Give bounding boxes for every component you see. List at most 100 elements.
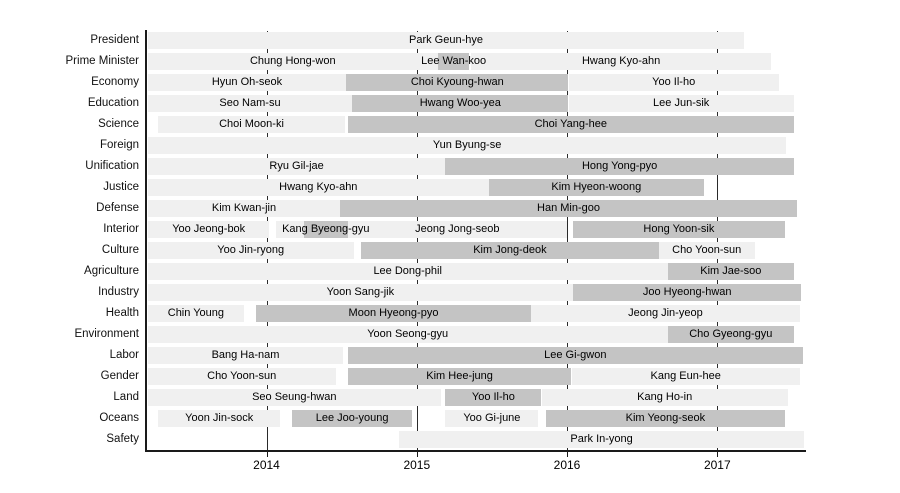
minister-name: Lee Jun-sik — [653, 96, 710, 109]
x-tick-label: 2016 — [553, 458, 581, 472]
timeline-bar — [571, 368, 800, 386]
minister-name: Cho Yoon-sun — [207, 370, 277, 383]
minister-name: Kang Eun-hee — [650, 370, 721, 383]
timeline-bar — [147, 263, 668, 281]
timeline-bar — [304, 220, 348, 238]
timeline-bar — [568, 73, 779, 91]
minister-name: Park Geun-hye — [409, 33, 483, 46]
minister-name: Kim Jae-soo — [700, 265, 762, 278]
timeline-bar — [445, 410, 539, 428]
minister-name: Kim Kwan-jin — [211, 201, 277, 214]
minister-name: Yun Byung-se — [432, 138, 502, 151]
timeline-bar — [147, 305, 244, 323]
timeline-bar — [352, 94, 569, 112]
timeline-bar — [573, 284, 802, 302]
timeline-bar — [667, 263, 794, 281]
timeline-bar — [147, 284, 573, 302]
row-label: Labor — [109, 349, 139, 362]
timeline-bar — [667, 326, 794, 344]
timeline-bar — [437, 52, 470, 70]
timeline-bar — [361, 242, 659, 259]
minister-name: Hyun Oh-seok — [211, 75, 283, 88]
year-gridline — [567, 30, 568, 451]
row-label: Interior — [103, 222, 139, 235]
minister-name: Seo Seung-hwan — [252, 391, 337, 404]
row-label: Justice — [103, 180, 139, 193]
minister-name: Kim Hee-jung — [426, 370, 493, 383]
minister-name: Yoo Jeong-bok — [172, 222, 246, 235]
timeline-bar — [147, 178, 489, 196]
minister-name: Yoo Gi-june — [463, 412, 521, 425]
minister-name: Joo Hyeong-hwan — [642, 286, 732, 299]
timeline-bar — [147, 157, 446, 175]
timeline-bar — [541, 389, 788, 407]
minister-name: Cho Gyeong-gyu — [689, 328, 773, 341]
minister-name: Choi Yang-hee — [534, 117, 607, 130]
row-label: Land — [113, 391, 139, 404]
timeline-bar — [546, 410, 785, 428]
x-axis-tick — [567, 452, 568, 457]
row-label: Economy — [91, 75, 139, 88]
minister-name: Hong Yong-pyo — [581, 159, 658, 172]
minister-name: Choi Kyoung-hwan — [410, 75, 504, 88]
minister-name: Kang Byeong-gyu — [282, 222, 370, 235]
x-axis-tick — [266, 452, 268, 457]
minister-name: Yoo Il-ho — [652, 75, 696, 88]
minister-name: Bang Ha-nam — [211, 349, 280, 362]
row-label: Unification — [85, 159, 139, 172]
year-gridline — [266, 30, 268, 451]
timeline-bar — [445, 389, 542, 407]
minister-name: Lee Gi-gwon — [544, 349, 607, 362]
row-label: Environment — [74, 328, 139, 341]
x-tick-label: 2017 — [703, 458, 731, 472]
timeline-bar — [147, 242, 354, 259]
x-axis-tick — [416, 452, 418, 457]
minister-name: Yoon Sang-jik — [326, 286, 395, 299]
minister-name: Chin Young — [167, 307, 225, 320]
timeline-bar — [346, 73, 569, 91]
x-axis-line — [145, 450, 806, 452]
timeline-bar — [445, 157, 794, 175]
x-tick-label: 2014 — [253, 458, 280, 472]
minister-name: Lee Joo-young — [315, 412, 389, 425]
timeline-bar — [658, 242, 755, 259]
minister-name: Ryu Gil-jae — [269, 159, 324, 172]
minister-name: Kang Ho-in — [637, 391, 693, 404]
minister-name: Yoo Il-ho — [471, 391, 515, 404]
row-label: Defense — [96, 201, 139, 214]
timeline-bar — [488, 178, 704, 196]
minister-name: Seo Nam-su — [219, 96, 281, 109]
timeline-bar — [147, 73, 347, 91]
row-label: Science — [98, 117, 139, 130]
timeline-bar — [158, 410, 280, 428]
minister-name: Hwang Woo-yea — [419, 96, 501, 109]
row-label: Health — [105, 307, 139, 320]
minister-name: Jeong Jin-yeop — [628, 307, 703, 320]
minister-name: Cho Yoon-sun — [672, 244, 742, 256]
minister-name: Yoo Jin-ryong — [217, 244, 285, 256]
timeline-bar — [147, 389, 441, 407]
timeline-bar — [147, 347, 344, 365]
minister-name: Yoon Seong-gyu — [367, 328, 449, 341]
timeline-bar — [347, 220, 567, 238]
timeline-bar — [147, 326, 668, 344]
timeline-bar — [256, 305, 531, 323]
timeline-bar — [573, 220, 785, 238]
minister-name: Chung Hong-won — [249, 54, 336, 67]
timeline-bar — [147, 31, 745, 49]
minister-name: Park In-yong — [570, 433, 633, 446]
x-axis-tick — [717, 452, 719, 457]
minister-name: Jeong Jong-seob — [415, 222, 500, 235]
minister-name: Hong Yoon-sik — [643, 222, 715, 235]
timeline-bar — [147, 199, 341, 217]
row-label: Safety — [106, 433, 139, 446]
minister-name: Lee Dong-phil — [373, 265, 442, 278]
timeline-bar — [347, 368, 572, 386]
timeline-bar — [292, 410, 413, 428]
minister-name: Hwang Kyo-ahn — [581, 54, 661, 67]
row-label: Education — [87, 96, 139, 109]
minister-name: Moon Hyeong-pyo — [348, 307, 439, 320]
timeline-bar — [147, 136, 787, 154]
timeline-bar — [147, 220, 270, 238]
